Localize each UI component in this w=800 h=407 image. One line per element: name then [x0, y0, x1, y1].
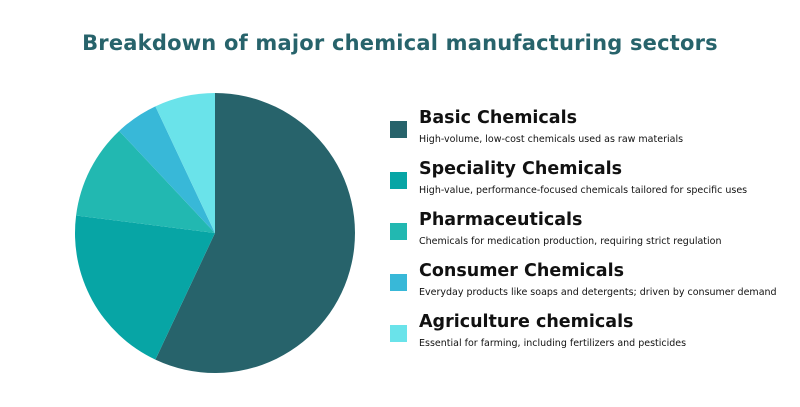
legend: Basic Chemicals High-volume, low-cost ch… [390, 105, 790, 360]
legend-description: Essential for farming, including fertili… [419, 338, 687, 349]
legend-swatch [390, 274, 407, 291]
legend-item: Pharmaceuticals Chemicals for medication… [390, 207, 790, 258]
legend-label: Basic Chemicals [419, 108, 578, 128]
pie-slice-pharmaceuticals [76, 130, 215, 233]
pie-slice-basic-chemicals [155, 93, 355, 373]
legend-swatch [390, 121, 407, 138]
legend-item: Consumer Chemicals Everyday products lik… [390, 258, 790, 309]
legend-label: Consumer Chemicals [419, 261, 625, 281]
legend-description: High-value, performance-focused chemical… [419, 185, 748, 196]
legend-swatch [390, 223, 407, 240]
legend-item: Speciality Chemicals High-value, perform… [390, 156, 790, 207]
legend-swatch [390, 172, 407, 189]
pie-slice-agriculture-chemicals [155, 93, 215, 233]
legend-label: Speciality Chemicals [419, 159, 623, 179]
pie-slice-speciality-chemicals [74, 215, 215, 360]
legend-label: Agriculture chemicals [419, 312, 634, 332]
legend-label: Pharmaceuticals [419, 210, 583, 230]
legend-description: High-volume, low-cost chemicals used as … [419, 134, 684, 145]
legend-description: Everyday products like soaps and deterge… [419, 287, 777, 298]
chart-title: Breakdown of major chemical manufacturin… [82, 31, 718, 55]
legend-item: Agriculture chemicals Essential for farm… [390, 309, 790, 360]
pie-chart [74, 93, 355, 373]
legend-description: Chemicals for medication production, req… [419, 236, 722, 247]
pie-slice-consumer-chemicals [119, 106, 215, 233]
legend-swatch [390, 325, 407, 342]
legend-item: Basic Chemicals High-volume, low-cost ch… [390, 105, 790, 156]
